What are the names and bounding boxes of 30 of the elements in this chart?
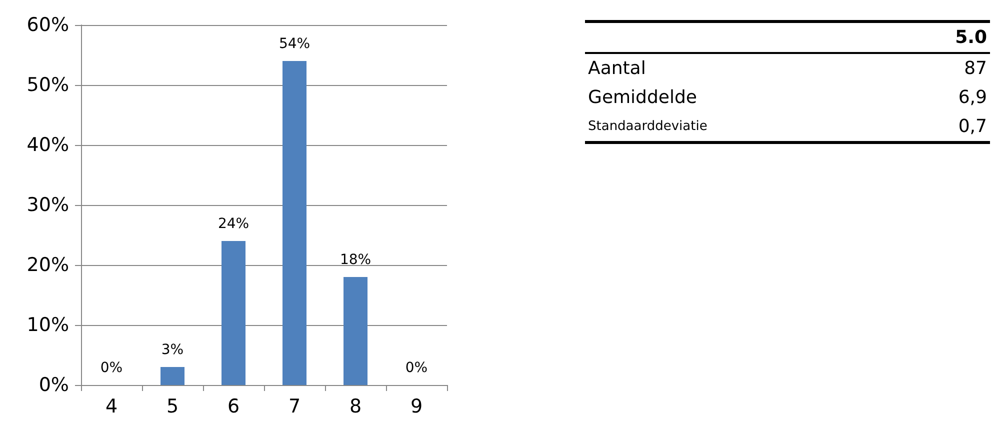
y-tick-label: 20% xyxy=(26,254,69,276)
data-label: 18% xyxy=(340,252,372,268)
x-tick-label: 5 xyxy=(166,396,179,418)
bar xyxy=(344,277,368,385)
data-label: 54% xyxy=(278,36,310,52)
bar xyxy=(160,367,184,385)
bar xyxy=(282,61,306,385)
text: 6,9 xyxy=(958,87,987,108)
data-label: 24% xyxy=(218,216,250,232)
category-label: Standaarddeviatie xyxy=(585,112,896,142)
data-label: 0% xyxy=(405,360,428,376)
y-tick-label: 60% xyxy=(26,14,69,36)
y-tick-label: 10% xyxy=(26,314,69,336)
x-tick-label: 4 xyxy=(105,396,118,418)
y-tick-label: 0% xyxy=(38,374,69,396)
data-label: 0% xyxy=(100,360,123,376)
x-tick-label: 9 xyxy=(410,396,423,418)
text: 5.0 xyxy=(896,22,990,53)
text: 0,7 xyxy=(958,116,987,137)
y-tick-label: 50% xyxy=(26,74,69,96)
data-label: 3% xyxy=(161,342,184,358)
x-tick-label: 6 xyxy=(227,396,240,418)
x-tick-label: 8 xyxy=(349,396,362,418)
y-tick-label: 30% xyxy=(26,194,69,216)
bar xyxy=(222,241,246,385)
category-label: Aantal xyxy=(587,57,647,81)
category-label: Gemiddelde xyxy=(587,86,698,110)
x-tick-label: 7 xyxy=(288,396,301,418)
y-tick-label: 40% xyxy=(26,134,69,156)
text: 87 xyxy=(964,58,987,79)
